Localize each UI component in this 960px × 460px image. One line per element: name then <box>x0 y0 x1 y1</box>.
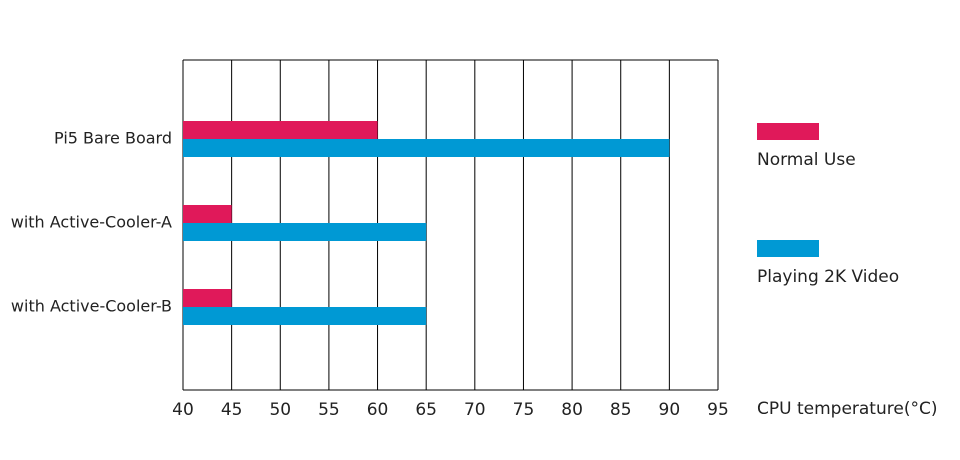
bar <box>183 121 378 139</box>
x-tick-label: 90 <box>659 400 681 420</box>
bar <box>183 223 427 241</box>
legend-label: Playing 2K Video <box>757 267 899 287</box>
x-tick-label: 60 <box>367 400 389 420</box>
x-tick-label: 50 <box>269 400 291 420</box>
x-tick-label: 75 <box>513 400 535 420</box>
x-tick-label: 95 <box>707 400 729 420</box>
y-tick-label: with Active-Cooler-B <box>11 297 172 316</box>
x-tick-label: 55 <box>318 400 340 420</box>
bar <box>183 205 232 223</box>
x-tick-label: 70 <box>464 400 486 420</box>
x-tick-label: 85 <box>610 400 632 420</box>
bar <box>183 307 427 325</box>
x-axis-label: CPU temperature(°C) <box>757 399 937 419</box>
bar <box>183 139 670 157</box>
bar <box>183 289 232 307</box>
x-tick-label: 40 <box>172 400 194 420</box>
y-tick-label: Pi5 Bare Board <box>54 129 172 148</box>
legend-swatch <box>757 240 819 257</box>
y-tick-label: with Active-Cooler-A <box>11 213 172 232</box>
x-tick-label: 80 <box>561 400 583 420</box>
legend-swatch <box>757 123 819 140</box>
x-tick-label: 45 <box>221 400 243 420</box>
legend-label: Normal Use <box>757 150 856 170</box>
x-tick-label: 65 <box>415 400 437 420</box>
